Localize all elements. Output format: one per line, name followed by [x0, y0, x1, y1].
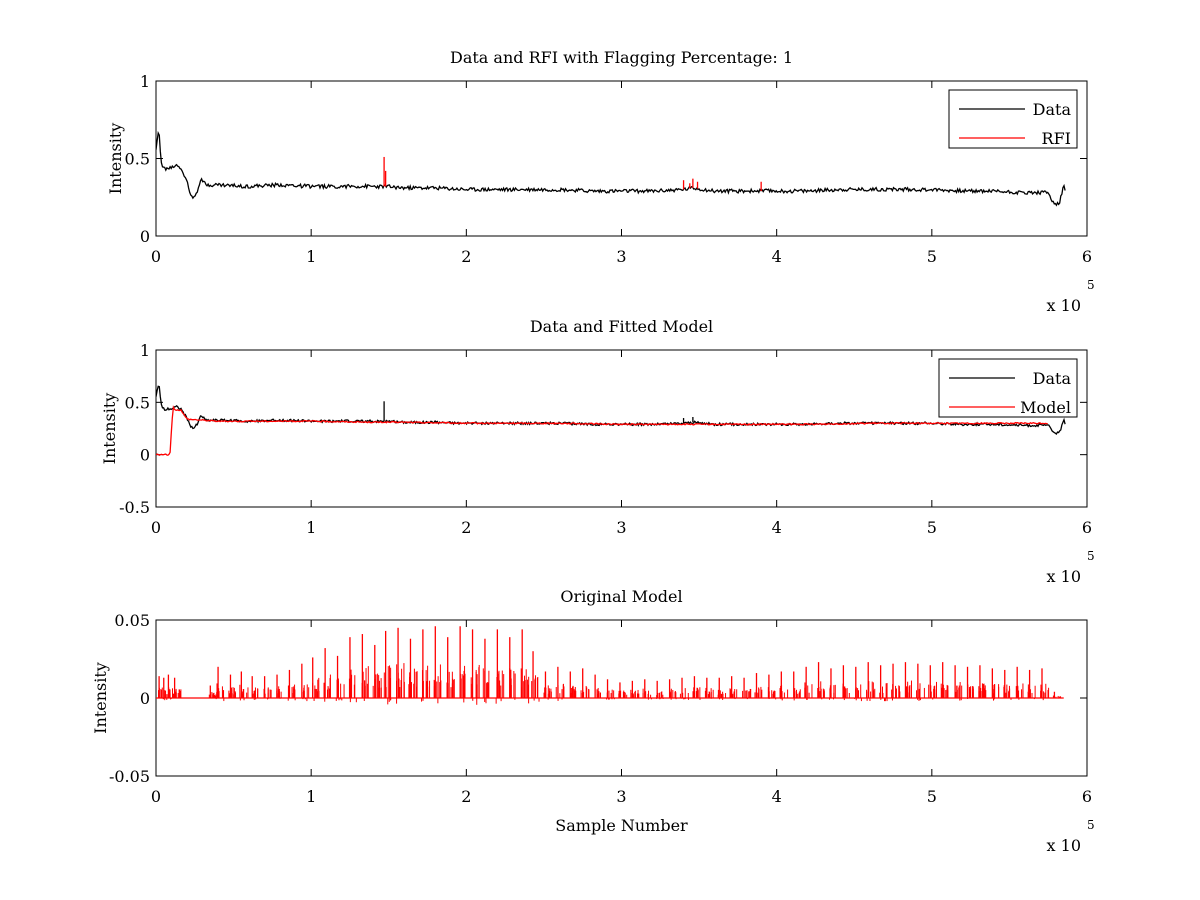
axes-box — [155, 80, 1088, 237]
x-tick-label: 2 — [461, 518, 471, 537]
y-axis-label: Intensity — [106, 123, 125, 195]
x-tick-label: 6 — [1082, 247, 1092, 266]
series-line-data — [156, 130, 1066, 207]
series-model-group — [156, 626, 1064, 705]
y-axis-label: Intensity — [100, 393, 119, 465]
x-tick-label: 1 — [306, 247, 316, 266]
chart-title: Data and Fitted Model — [530, 317, 713, 336]
legend-label-rfi: RFI — [1042, 129, 1071, 148]
legend: Data Model — [938, 358, 1078, 418]
plot-area — [156, 626, 1064, 705]
x-tick-label: 0 — [151, 518, 161, 537]
x-axis-label: Sample Number — [555, 816, 688, 835]
x-tick-label: 1 — [306, 787, 316, 806]
x-tick-label: 0 — [151, 787, 161, 806]
series-line-model — [156, 405, 1048, 456]
y-tick-label: 0 — [140, 227, 150, 246]
legend: Data RFI — [948, 89, 1078, 149]
plot-area — [156, 385, 1066, 456]
legend-label-model: Model — [1020, 398, 1071, 417]
x-tick-label: 5 — [927, 518, 937, 537]
x-multiplier-label: x 10 — [1047, 836, 1081, 855]
series-line-data — [156, 385, 1066, 435]
x-tick-label: 6 — [1082, 787, 1092, 806]
x-tick-label: 5 — [927, 787, 937, 806]
y-tick-label: 1 — [140, 341, 150, 360]
x-multiplier-exponent: 5 — [1087, 818, 1095, 832]
y-tick-label: 0 — [140, 689, 150, 708]
x-tick-label: 3 — [616, 518, 626, 537]
y-tick-label: -0.5 — [119, 498, 150, 517]
x-multiplier-label: x 10 — [1047, 567, 1081, 586]
y-tick-label: -0.05 — [109, 767, 150, 786]
x-tick-label: 4 — [772, 247, 782, 266]
legend-label-data: Data — [1033, 369, 1072, 388]
x-tick-label: 0 — [151, 247, 161, 266]
chart-title: Original Model — [560, 587, 682, 606]
x-tick-label: 3 — [616, 787, 626, 806]
x-tick-label: 1 — [306, 518, 316, 537]
x-multiplier-label: x 10 — [1047, 296, 1081, 315]
series-rfi-group — [383, 156, 762, 192]
x-multiplier-exponent: 5 — [1087, 549, 1095, 563]
x-tick-label: 4 — [772, 518, 782, 537]
x-multiplier-exponent: 5 — [1087, 278, 1095, 292]
x-tick-label: 5 — [927, 247, 937, 266]
x-tick-label: 4 — [772, 787, 782, 806]
y-tick-label: 0.5 — [125, 150, 150, 169]
subplot-1: 0 1 2 3 4 5 6 0 0.5 1 Data and RFI with Flagging P… — [106, 48, 1095, 315]
x-tick-label: 3 — [616, 247, 626, 266]
x-tick-label: 2 — [461, 247, 471, 266]
series-data-group — [156, 130, 1066, 207]
legend-label-data: Data — [1033, 100, 1072, 119]
chart-title: Data and RFI with Flagging Percentage: 1 — [450, 48, 793, 67]
series-model-group — [156, 405, 1048, 456]
x-tick-label: 2 — [461, 787, 471, 806]
y-tick-label: 0.05 — [114, 611, 150, 630]
x-tick-label: 6 — [1082, 518, 1092, 537]
y-tick-label: 1 — [140, 72, 150, 91]
y-tick-label: 0 — [140, 446, 150, 465]
series-data-group — [156, 385, 1066, 435]
y-tick-label: 0.5 — [125, 393, 150, 412]
y-axis-label: Intensity — [91, 662, 110, 734]
plot-area — [156, 130, 1066, 207]
